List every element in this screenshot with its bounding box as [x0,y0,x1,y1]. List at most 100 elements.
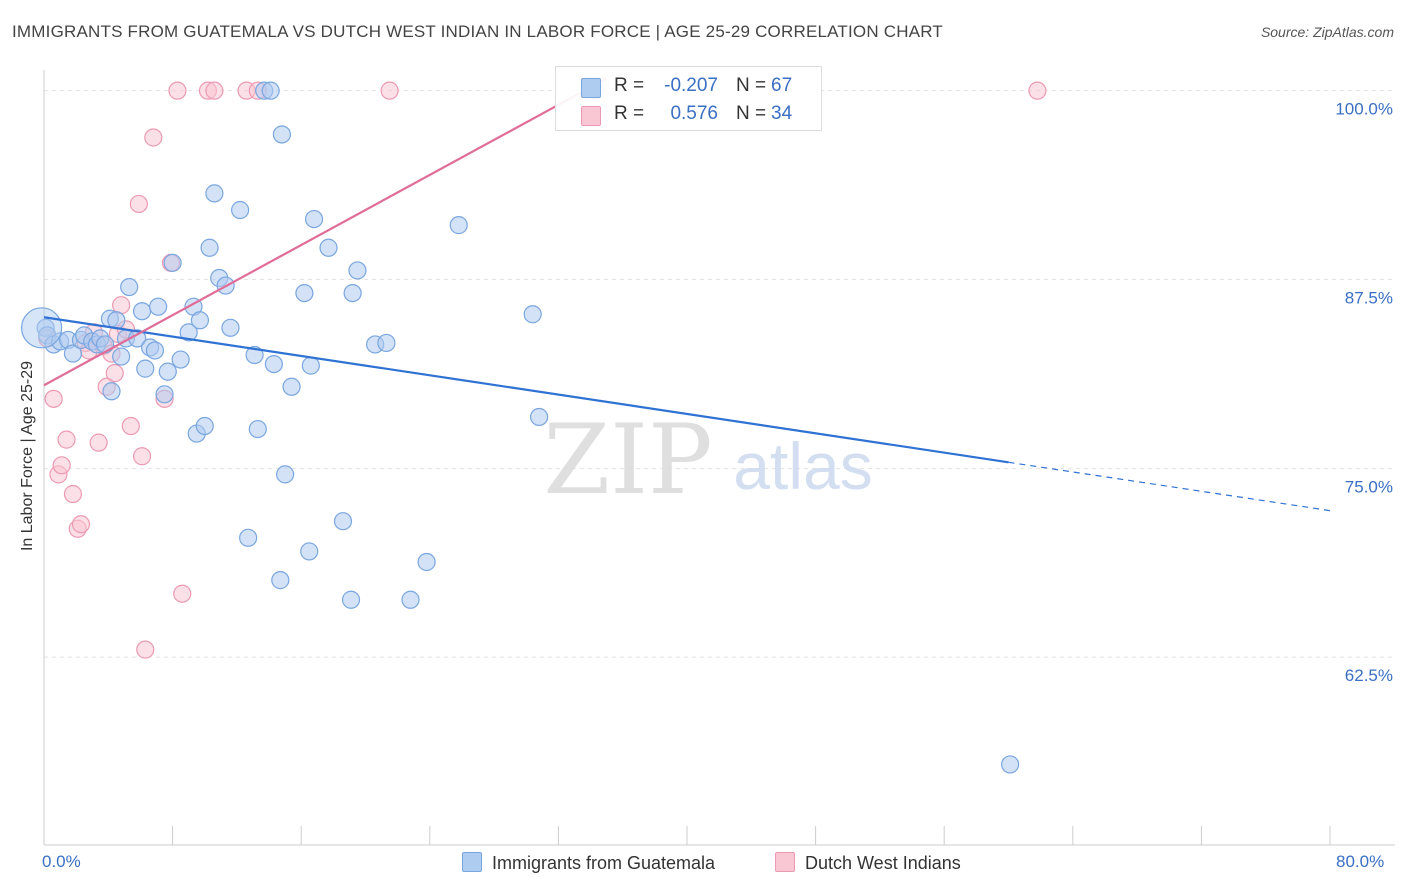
y-tick-labels: 62.5% 75.0% 87.5% 100.0% [1335,100,1393,686]
point-dutch-west-indian [1028,81,1047,100]
point-dutch-west-indian [105,364,124,383]
point-guatemala [171,350,190,369]
point-guatemala [523,305,542,324]
legend-r-value: -0.207 [664,75,718,96]
grid-lines [44,90,1395,658]
y-axis-label: In Labor Force | Age 25-29 [19,360,36,552]
point-guatemala [304,209,324,229]
point-dutch-west-indian [205,81,224,100]
point-guatemala [248,419,267,439]
point-guatemala [261,81,280,100]
legend-r-value: 0.576 [670,103,718,124]
point-guatemala [377,333,396,353]
series-immigrants-from-guatemala [21,81,1020,774]
point-guatemala [120,277,139,297]
point-guatemala [195,416,214,436]
point-guatemala [272,125,292,144]
point-guatemala [333,512,353,531]
point-cluster-guatemala [21,307,63,349]
point-guatemala [282,377,301,396]
point-guatemala [271,571,290,590]
y-tick-label: 87.5% [1345,288,1393,307]
point-guatemala [417,552,436,572]
legend-row-guatemala: R = -0.207 N = 67 [556,73,821,101]
series-dutch-west-indians [38,81,1047,659]
point-dutch-west-indian [63,484,83,504]
point-guatemala [205,184,224,203]
point-guatemala [200,238,219,257]
point-guatemala [136,359,155,378]
series-legend-label: Dutch West Indians [805,853,961,873]
point-guatemala [163,253,182,272]
point-dutch-west-indian [136,640,155,659]
point-guatemala [221,318,240,337]
point-dutch-west-indian [168,81,187,100]
x-tick-min: 0.0% [42,852,81,871]
trend-line-guatemala [43,316,1009,464]
y-tick-label: 100.0% [1335,100,1393,119]
point-guatemala [149,297,168,316]
point-dutch-west-indian [57,430,76,449]
trend-lines [43,77,1331,512]
legend-r-label: R = [614,103,645,124]
series-legend-swatch-pink [775,852,795,872]
point-dutch-west-indian [144,128,163,147]
point-dutch-west-indian [121,416,140,436]
point-guatemala [348,261,367,280]
watermark-zip: ZIP [543,404,712,516]
series-legend-guatemala: Immigrants from Guatemala [462,852,715,874]
point-dutch-west-indian [89,433,108,452]
point-guatemala [343,283,362,303]
point-guatemala [231,200,250,220]
point-guatemala [245,345,264,365]
legend-swatch-blue [581,78,601,98]
x-tick-max: 80.0% [1336,852,1385,871]
point-guatemala [63,344,83,363]
point-guatemala [158,362,177,381]
point-guatemala [264,354,283,374]
point-dutch-west-indian [52,456,71,475]
series-legend-dutch-west-indians: Dutch West Indians [775,852,961,874]
point-dutch-west-indian [112,296,131,315]
correlation-legend: R = -0.207 N = 67 R = 0.576 N = 34 [555,66,822,131]
chart-title: IMMIGRANTS FROM GUATEMALA VS DUTCH WEST … [12,22,943,41]
point-guatemala [341,590,361,609]
point-guatemala [95,335,115,354]
point-dutch-west-indian [173,584,192,603]
series-legend: Immigrants from Guatemala Dutch West Ind… [0,852,1406,878]
point-dutch-west-indian [44,389,63,408]
series-legend-label: Immigrants from Guatemala [492,853,716,873]
point-dutch-west-indian [380,81,399,100]
point-guatemala [301,356,320,375]
point-guatemala [449,216,468,235]
legend-swatch-pink [581,106,601,126]
point-guatemala [319,238,338,257]
point-guatemala [276,465,295,484]
point-guatemala [401,590,420,609]
y-tick-label: 62.5% [1345,666,1393,685]
point-guatemala [190,311,210,330]
point-guatemala [155,385,174,404]
point-guatemala [1001,755,1020,774]
point-guatemala [295,283,314,303]
point-guatemala [300,542,319,561]
legend-row-dutch-west-indians: R = 0.576 N = 34 [556,101,821,129]
point-dutch-west-indian [132,447,152,466]
point-dutch-west-indian [129,194,148,214]
point-guatemala [102,382,121,401]
series-legend-swatch-blue [462,852,482,872]
point-guatemala [132,302,152,321]
watermark-atlas: atlas [733,429,872,503]
point-guatemala [179,323,198,342]
legend-n-value: 67 [771,75,793,96]
legend-n-label: N = [736,103,767,124]
point-dutch-west-indian [71,515,91,534]
point-guatemala [112,347,131,366]
axes [43,70,1395,846]
point-guatemala [530,407,549,427]
point-guatemala [239,528,258,547]
source-credit: Source: ZipAtlas.com [1260,24,1394,40]
trend-line-guatemala-extension [1008,461,1331,512]
legend-n-label: N = [736,75,767,96]
